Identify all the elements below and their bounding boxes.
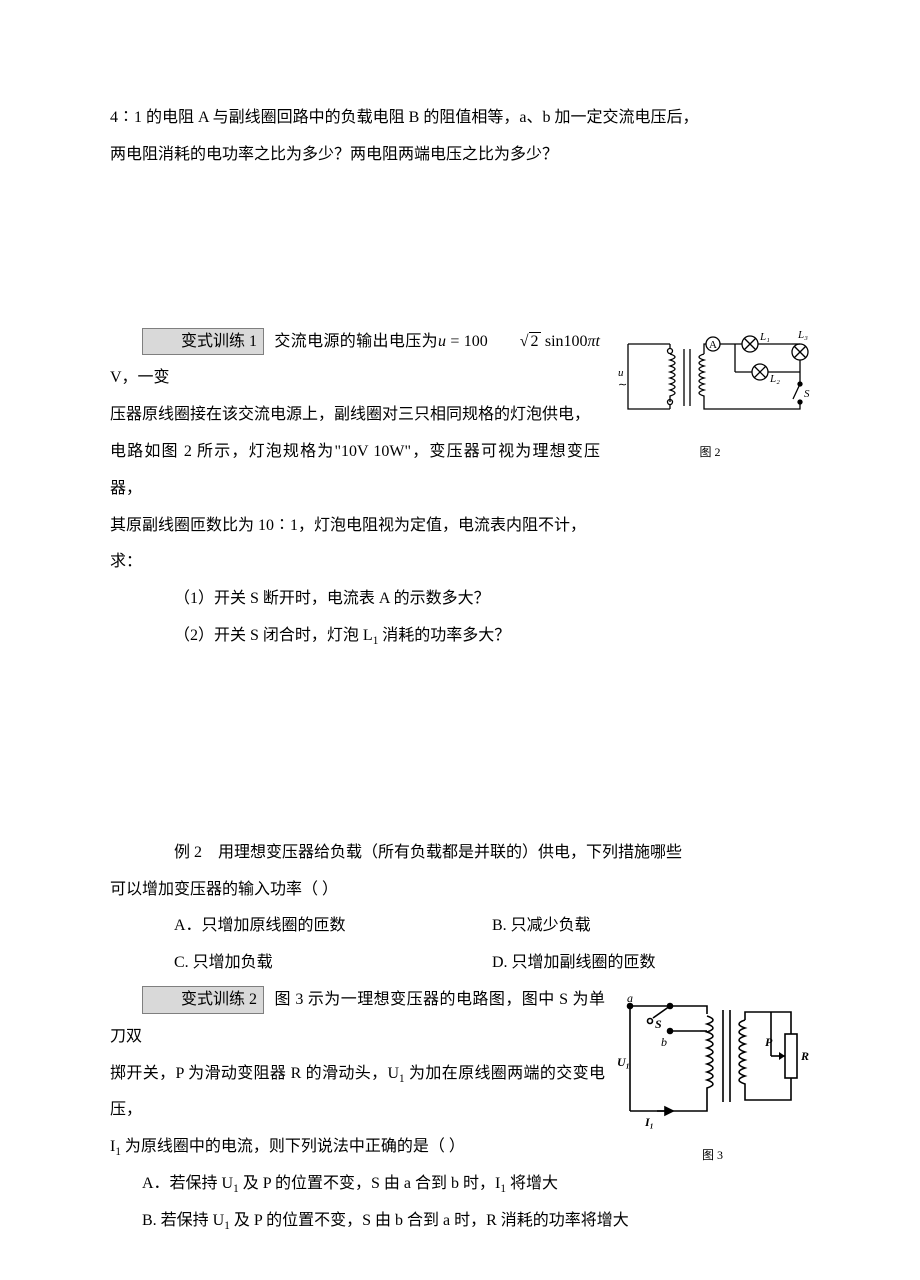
ex2-option-A: A．只增加原线圈的匝数	[174, 908, 492, 945]
variant1-line5: 求：	[110, 544, 810, 581]
example2-options: A．只增加原线圈的匝数 B. 只减少负载 C. 只增加负载 D. 只增加副线圈的…	[110, 908, 810, 982]
v1-var-u: u	[438, 333, 446, 350]
fig3-label-a: a	[627, 991, 633, 1005]
figure-2: A u ∼ L₁ L₂ L₃ S 图 2	[610, 324, 810, 467]
intro-line1: 4∶1 的电阻 A 与副线圈回路中的负载电阻 B 的阻值相等，a、b 加一定交流…	[110, 100, 810, 137]
variant1-q2: （2）开关 S 闭合时，灯泡 L1 消耗的功率多大？	[110, 618, 810, 655]
variant1-label: 变式训练 1	[142, 328, 264, 356]
v2-l2a: 掷开关，P 为滑动变阻器 R 的滑动头，U	[110, 1065, 399, 1082]
example2-lead2: 可以增加变压器的输入功率（ ）	[110, 872, 810, 909]
spacer-2	[110, 655, 810, 835]
variant2-optB: B. 若保持 U1 及 P 的位置不变，S 由 b 合到 a 时，R 消耗的功率…	[110, 1203, 810, 1240]
v1-sqrt: 2	[488, 324, 541, 361]
variant1-q1: （1）开关 S 断开时，电流表 A 的示数多大？	[110, 581, 810, 618]
v2-Ba: B. 若保持 U	[142, 1212, 224, 1229]
ex2-option-B: B. 只减少负载	[492, 908, 810, 945]
spacer-1	[110, 174, 810, 324]
v1-q2-pre: （2）开关 S 闭合时，灯泡 L	[174, 627, 373, 644]
variant2-label: 变式训练 2	[142, 986, 264, 1014]
v2-l3b: 为原线圈中的电流，则下列说法中正确的是（ ）	[121, 1138, 465, 1155]
ex2-text-a: 用理想变压器给负载（所有负载都是并联的）供电，下列措施哪些	[218, 844, 682, 861]
fig2-label-L1: L₁	[759, 331, 770, 343]
variant1-block: A u ∼ L₁ L₂ L₃ S 图 2 变式训练 1交流电源的输出电压为u =…	[110, 324, 810, 655]
figure-3: a b S U₁ I₁ P R 图 3	[615, 986, 810, 1169]
ex2-option-C: C. 只增加负载	[174, 945, 492, 982]
example2-lead: 例 2 用理想变压器给负载（所有负载都是并联的）供电，下列措施哪些	[110, 835, 810, 872]
fig2-label-A: A	[709, 339, 717, 351]
v1-eq: = 100	[446, 333, 488, 350]
variant1-line4: 其原副线圈匝数比为 10∶1，灯泡电阻视为定值，电流表内阻不计，	[110, 508, 810, 545]
v2-Aa: A．若保持 U	[142, 1175, 233, 1192]
v2-Ac: 将增大	[506, 1175, 558, 1192]
ex2-label: 例 2	[174, 844, 202, 861]
v1-sqrt-val: 2	[529, 332, 541, 350]
fig3-label-S: S	[655, 1017, 662, 1031]
v1-q2-post: 消耗的功率多大？	[378, 627, 510, 644]
figure-3-caption: 图 3	[615, 1142, 810, 1170]
v2-Ab: 及 P 的位置不变，S 由 a 合到 b 时，I	[239, 1175, 501, 1192]
variant2-optA: A．若保持 U1 及 P 的位置不变，S 由 a 合到 b 时，I1 将增大	[110, 1166, 810, 1203]
figure-3-svg: a b S U₁ I₁ P R	[615, 986, 810, 1131]
fig2-label-L3: L₃	[797, 329, 808, 341]
figure-2-caption: 图 2	[610, 439, 810, 467]
fig3-label-U1: U₁	[617, 1055, 630, 1069]
figure-2-svg: A u ∼ L₁ L₂ L₃ S	[610, 324, 810, 429]
fig3-label-R: R	[800, 1049, 809, 1063]
v1-post1: sin100	[541, 333, 588, 350]
fig2-label-tilde: ∼	[618, 379, 627, 391]
fig2-label-u: u	[618, 367, 624, 379]
fig3-label-P: P	[765, 1035, 773, 1049]
ex2-option-D: D. 只增加副线圈的匝数	[492, 945, 810, 982]
fig2-label-L2: L₂	[769, 373, 780, 385]
intro-line2: 两电阻消耗的电功率之比为多少？两电阻两端电压之比为多少？	[110, 137, 810, 174]
fig2-label-S: S	[804, 388, 810, 400]
variant2-block: a b S U₁ I₁ P R 图 3 变式训练 2图 3 示为一理想变压器的电…	[110, 982, 810, 1240]
fig3-label-b: b	[661, 1035, 667, 1049]
v2-Bb: 及 P 的位置不变，S 由 b 合到 a 时，R 消耗的功率将增大	[230, 1212, 629, 1229]
v1-unit: V，一变	[110, 369, 170, 386]
v1-t: t	[596, 333, 600, 350]
v1-seg1-pre: 交流电源的输出电压为	[274, 333, 438, 350]
fig3-label-I1: I₁	[644, 1115, 654, 1129]
v1-pi: π	[588, 333, 596, 350]
